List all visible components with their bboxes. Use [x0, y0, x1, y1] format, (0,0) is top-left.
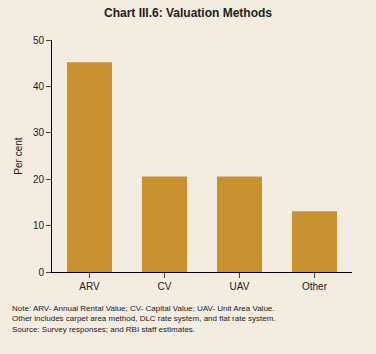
svg-text:CV: CV	[158, 281, 172, 292]
svg-text:20: 20	[33, 174, 45, 185]
svg-text:UAV: UAV	[230, 281, 250, 292]
svg-text:10: 10	[33, 220, 45, 231]
svg-text:ARV: ARV	[79, 281, 100, 292]
svg-text:Chart III.6: Valuation Methods: Chart III.6: Valuation Methods	[104, 6, 272, 20]
svg-text:Per cent: Per cent	[13, 137, 24, 174]
svg-text:0: 0	[38, 267, 44, 278]
svg-text:50: 50	[33, 35, 45, 46]
svg-text:Other: Other	[302, 281, 328, 292]
svg-text:30: 30	[33, 127, 45, 138]
svg-text:40: 40	[33, 81, 45, 92]
svg-text:Note: ARV- Annual Rental Value: Note: ARV- Annual Rental Value; CV- Capi…	[12, 304, 276, 334]
